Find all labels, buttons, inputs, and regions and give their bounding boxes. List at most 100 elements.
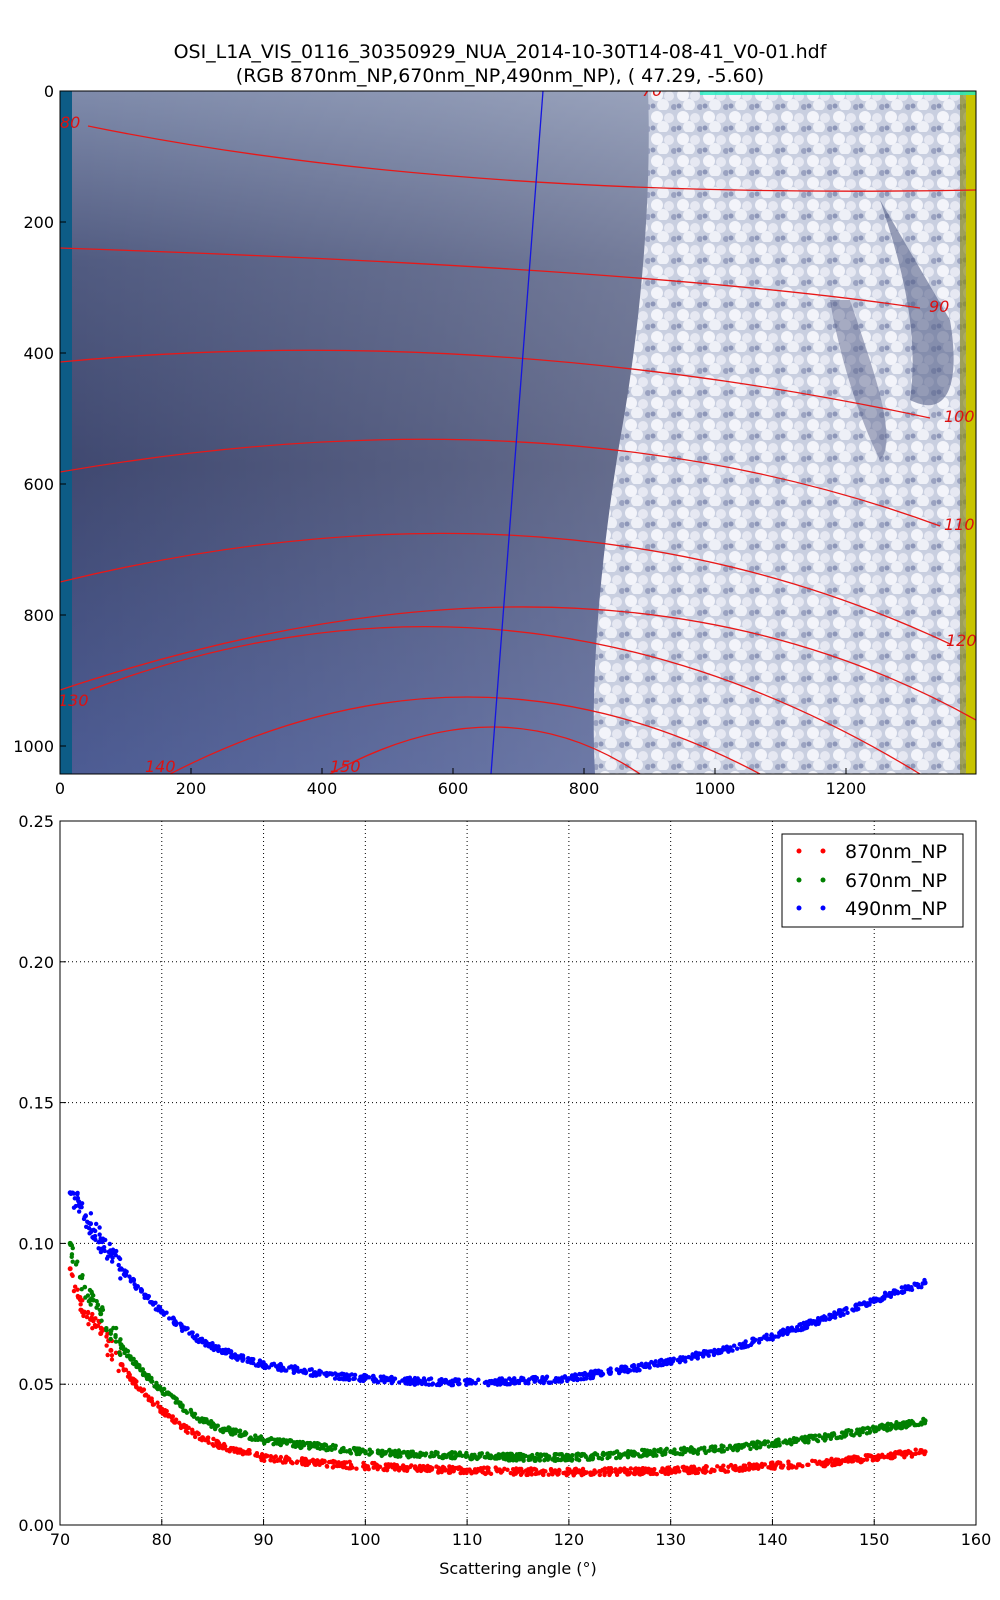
data-point: [318, 1369, 324, 1375]
data-point: [677, 1359, 682, 1365]
data-point: [839, 1435, 844, 1440]
data-point: [430, 1381, 436, 1386]
data-point: [614, 1472, 620, 1477]
data-point: [703, 1464, 709, 1469]
data-point: [178, 1425, 184, 1431]
contour-label-90: 90: [929, 297, 949, 316]
data-point: [253, 1433, 258, 1438]
data-point: [164, 1408, 169, 1414]
data-point: [361, 1464, 366, 1469]
y-tick-label: 0.25: [18, 812, 54, 831]
data-point: [815, 1461, 820, 1466]
data-point: [486, 1453, 492, 1458]
legend: 870nm_NP 670nm_NP 490nm_NP: [781, 833, 964, 928]
data-point: [919, 1284, 924, 1290]
data-point: [613, 1467, 618, 1472]
data-point: [821, 1317, 826, 1322]
data-point: [580, 1466, 586, 1472]
data-point: [166, 1414, 171, 1419]
data-point: [572, 1376, 577, 1382]
data-point: [618, 1466, 623, 1472]
data-point: [93, 1316, 98, 1321]
data-point: [229, 1355, 235, 1360]
data-point: [658, 1447, 663, 1452]
data-point: [626, 1367, 632, 1373]
data-point: [665, 1360, 670, 1365]
data-point: [533, 1455, 538, 1461]
data-point: [173, 1400, 178, 1405]
data-point: [97, 1232, 102, 1237]
data-point: [686, 1470, 691, 1476]
legend-label-870: 870nm_NP: [845, 841, 947, 863]
data-point: [70, 1259, 75, 1264]
data-point: [134, 1364, 139, 1370]
data-point: [672, 1447, 677, 1452]
data-point: [367, 1447, 372, 1452]
data-point: [122, 1350, 127, 1356]
data-point: [824, 1458, 829, 1463]
data-point: [516, 1468, 521, 1473]
data-point: [85, 1293, 91, 1298]
data-point: [218, 1428, 223, 1433]
data-point: [720, 1448, 725, 1454]
data-point: [903, 1285, 908, 1290]
data-point: [512, 1469, 517, 1475]
data-point: [193, 1335, 198, 1340]
data-point: [133, 1286, 139, 1291]
contour-label-120: 120: [946, 631, 977, 650]
data-point: [838, 1313, 843, 1318]
data-point: [653, 1359, 658, 1364]
data-point: [204, 1340, 209, 1345]
data-point: [765, 1439, 771, 1444]
data-point: [108, 1336, 113, 1342]
data-point: [728, 1462, 734, 1468]
data-point: [508, 1470, 513, 1476]
data-point: [913, 1447, 918, 1452]
data-point: [354, 1466, 359, 1471]
data-point: [427, 1468, 432, 1473]
image-y-tick-0: 0: [44, 82, 54, 101]
data-point: [594, 1452, 600, 1457]
contour-90: [60, 247, 921, 309]
data-point: [153, 1300, 158, 1305]
data-point: [746, 1467, 752, 1472]
data-point: [210, 1441, 215, 1447]
x-tick-label: 70: [50, 1530, 70, 1549]
data-point: [160, 1391, 166, 1397]
data-point: [542, 1469, 547, 1474]
data-point: [822, 1438, 828, 1443]
data-point: [155, 1400, 160, 1405]
data-point: [878, 1298, 883, 1304]
data-point: [573, 1373, 579, 1378]
data-point: [232, 1428, 237, 1433]
data-point: [579, 1451, 585, 1457]
data-point: [370, 1460, 375, 1466]
data-point: [590, 1369, 596, 1375]
data-point: [761, 1440, 766, 1446]
data-point: [237, 1428, 243, 1433]
data-point: [323, 1371, 329, 1376]
data-point: [126, 1370, 131, 1376]
data-point: [104, 1325, 109, 1331]
data-point: [897, 1421, 903, 1427]
x-tick-label: 140: [757, 1530, 788, 1549]
data-point: [529, 1472, 534, 1477]
data-point: [546, 1380, 551, 1385]
data-point: [921, 1416, 926, 1422]
data-point: [126, 1374, 132, 1380]
data-point: [695, 1356, 700, 1361]
plot-frame: [59, 820, 977, 1526]
data-point: [777, 1332, 782, 1338]
data-point: [291, 1440, 297, 1445]
data-point: [899, 1285, 904, 1290]
data-point: [832, 1310, 837, 1315]
data-point: [499, 1452, 504, 1458]
data-point: [867, 1426, 872, 1431]
data-point: [747, 1462, 753, 1468]
data-point: [538, 1454, 544, 1459]
data-point: [108, 1331, 113, 1336]
data-point: [693, 1467, 698, 1472]
data-point: [68, 1191, 74, 1197]
data-point: [117, 1267, 122, 1272]
data-point: [776, 1460, 781, 1465]
